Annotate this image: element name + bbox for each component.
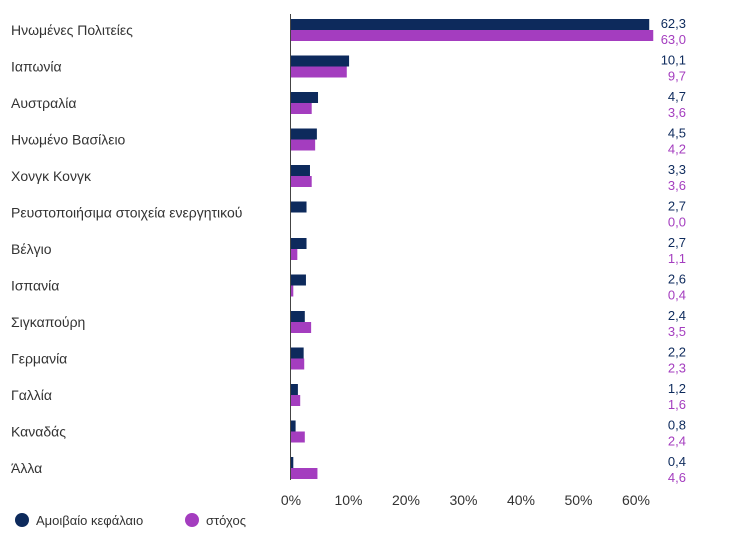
value-label-fund: 4,7 [668,89,686,104]
bar-fund [291,347,304,359]
bar-fund [291,311,305,322]
value-label-target: 3,5 [668,324,686,339]
bar-fund [291,238,307,249]
value-label-fund: 2,4 [668,308,686,323]
x-tick-label: 0% [281,492,301,508]
legend-label-fund: Αμοιβαίο κεφάλαιο [36,513,143,528]
value-labels: 62,363,010,19,74,73,64,54,23,33,62,70,02… [661,16,686,485]
category-label: Σιγκαπούρη [11,314,85,330]
legend: Αμοιβαίο κεφάλαιο στόχος [15,513,246,528]
bar-fund [291,55,350,67]
bar-target [291,322,312,333]
value-label-fund: 2,7 [668,235,686,250]
value-label-target: 3,6 [668,105,686,120]
bar-target [291,431,305,443]
bar-fund [291,384,298,395]
category-label: Ισπανία [11,278,59,294]
value-label-fund: 1,2 [668,381,686,396]
value-label-fund: 4,5 [668,126,686,141]
value-label-target: 2,3 [668,361,686,376]
value-label-fund: 62,3 [661,16,686,31]
x-tick-label: 20% [392,492,420,508]
category-label: Ηνωμένες Πολιτείες [11,22,133,38]
bar-target [291,395,301,406]
x-tick-label: 40% [507,492,535,508]
bar-target [291,66,347,78]
bar-fund [291,19,650,30]
value-label-target: 0,4 [668,288,686,303]
bar-fund [291,165,310,176]
category-label: Ρευστοποιήσιμα στοιχεία ενεργητικού [11,205,242,221]
bar-target [291,103,312,114]
bar-fund [291,201,307,213]
category-label: Ιαπωνία [11,59,62,75]
value-label-target: 3,6 [668,178,686,193]
bars [291,19,654,479]
bar-fund [291,92,319,103]
bar-fund [291,420,296,432]
x-tick-label: 10% [334,492,362,508]
value-label-fund: 2,6 [668,272,686,287]
x-tick-label: 60% [622,492,650,508]
value-label-target: 1,6 [668,397,686,412]
value-label-fund: 0,8 [668,418,686,433]
value-label-target: 2,4 [668,434,686,449]
x-tick-label: 50% [564,492,592,508]
legend-marker-fund [15,513,29,527]
category-label: Γαλλία [11,387,52,403]
legend-marker-target [185,513,199,527]
value-label-fund: 0,4 [668,454,686,469]
value-label-fund: 10,1 [661,53,686,68]
bar-target [291,358,305,370]
category-label: Άλλα [11,460,42,476]
x-tick-label: 30% [449,492,477,508]
category-label: Γερμανία [11,351,67,367]
x-axis-ticks: 0% 10% 20% 30% 40% 50% 60% [281,492,650,508]
value-label-fund: 2,2 [668,345,686,360]
category-labels: Ηνωμένες Πολιτείες Ιαπωνία Αυστραλία Ηνωμέν… [11,22,242,476]
value-label-target: 4,2 [668,142,686,157]
category-label: Αυστραλία [11,95,76,111]
value-label-target: 1,1 [668,251,686,266]
bar-fund [291,128,317,140]
legend-label-target: στόχος [206,513,246,528]
bar-target [291,285,294,297]
value-label-fund: 2,7 [668,199,686,214]
category-label: Χονγκ Κονγκ [11,168,92,184]
bar-target [291,249,298,260]
bar-target [291,176,312,187]
bar-fund [291,457,294,468]
bar-target [291,139,316,151]
category-label: Βέλγιο [11,241,52,257]
value-label-fund: 3,3 [668,162,686,177]
category-label: Καναδάς [11,424,66,440]
value-label-target: 0,0 [668,215,686,230]
value-label-target: 9,7 [668,69,686,84]
bar-target [291,468,318,479]
bar-fund [291,274,306,286]
value-label-target: 63,0 [661,32,686,47]
category-label: Ηνωμένο Βασίλειο [11,132,126,148]
value-label-target: 4,6 [668,470,686,485]
bar-target [291,30,654,41]
